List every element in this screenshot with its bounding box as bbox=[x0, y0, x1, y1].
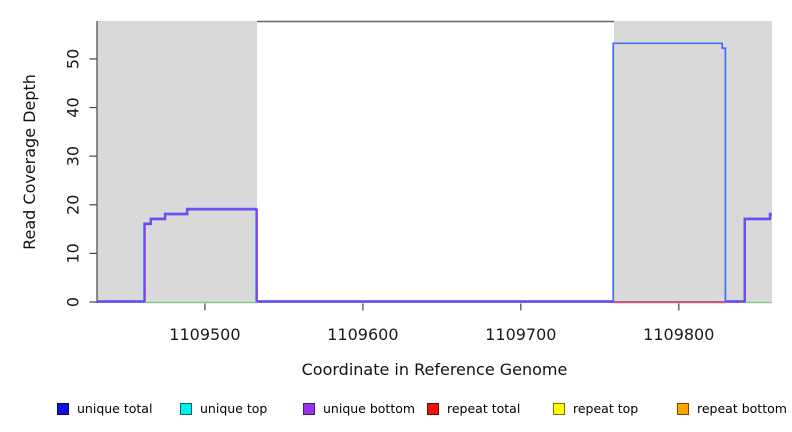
legend-swatch bbox=[180, 402, 192, 415]
legend-label: unique bottom bbox=[323, 401, 416, 416]
x-axis-label: Coordinate in Reference Genome bbox=[301, 360, 568, 379]
legend-item-unique-bottom: unique bottom bbox=[303, 401, 415, 416]
y-axis-label: Read Coverage Depth bbox=[20, 74, 39, 250]
legend-item-repeat-bottom: repeat bottom bbox=[677, 401, 787, 416]
legend-label: unique top bbox=[200, 401, 268, 416]
legend: unique total unique top unique bottom repea… bbox=[0, 401, 792, 421]
legend-swatch bbox=[553, 402, 565, 415]
legend-swatch bbox=[57, 402, 69, 415]
legend-label: unique total bbox=[77, 401, 153, 416]
y-tick-label: 30 bbox=[64, 146, 83, 166]
y-tick-label: 20 bbox=[64, 195, 83, 215]
y-tick-label: 40 bbox=[64, 97, 83, 117]
legend-swatch bbox=[303, 402, 315, 415]
legend-item-repeat-top: repeat top bbox=[553, 401, 638, 416]
series-unique-bottom bbox=[97, 208, 772, 303]
legend-swatch bbox=[427, 402, 439, 415]
x-tick-label: 1109800 bbox=[643, 325, 714, 344]
legend-swatch bbox=[677, 402, 689, 415]
x-tick-label: 1109600 bbox=[327, 325, 398, 344]
legend-label: repeat bottom bbox=[697, 401, 787, 416]
y-tick-label: 10 bbox=[64, 243, 83, 263]
y-tick-label: 50 bbox=[64, 49, 83, 69]
chart-canvas: 0 10 20 30 40 50 1109500 1109600 1109700 1109800 bbox=[64, 20, 772, 344]
shaded-region-left bbox=[97, 21, 258, 303]
legend-item-repeat-total: repeat total bbox=[427, 401, 520, 416]
legend-item-unique-top: unique top bbox=[180, 401, 267, 416]
x-tick-label: 1109700 bbox=[485, 325, 556, 344]
shaded-region-right bbox=[614, 21, 772, 303]
x-tick-label: 1109500 bbox=[169, 325, 240, 344]
legend-label: repeat total bbox=[447, 401, 521, 416]
legend-item-unique-total: unique total bbox=[57, 401, 152, 416]
legend-label: repeat top bbox=[573, 401, 639, 416]
y-tick-label: 0 bbox=[64, 297, 83, 307]
